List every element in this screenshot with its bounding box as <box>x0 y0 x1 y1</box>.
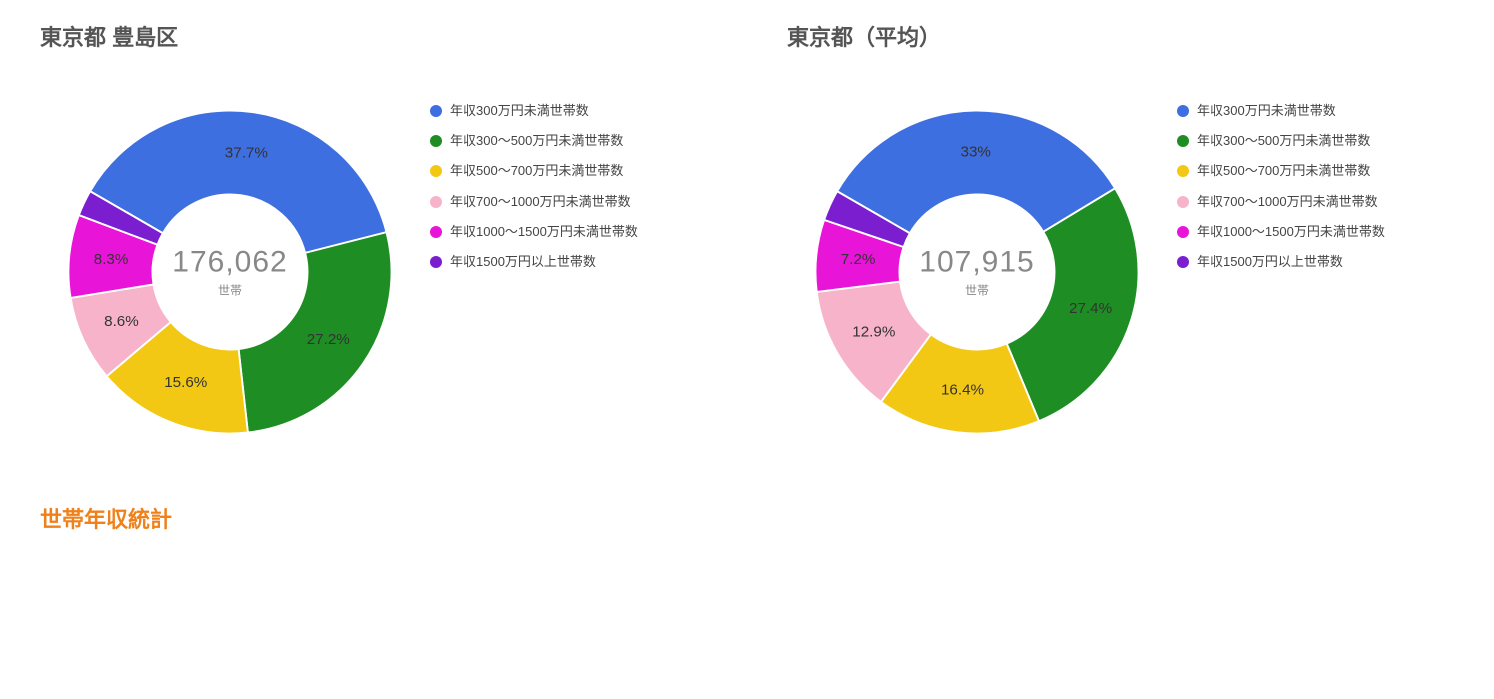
legend-label: 年収300万円未満世帯数 <box>450 102 589 120</box>
legend-dot-icon <box>1177 256 1189 268</box>
legend-label: 年収1000〜1500万円未満世帯数 <box>450 223 638 241</box>
legend-dot-icon <box>1177 105 1189 117</box>
slice-pct-label-0: 33% <box>961 144 991 161</box>
legend-dot-icon <box>1177 196 1189 208</box>
legend-dot-icon <box>430 256 442 268</box>
legend: 年収300万円未満世帯数年収300〜500万円未満世帯数年収500〜700万円未… <box>1177 82 1397 283</box>
slice-pct-label-3: 12.9% <box>852 323 895 340</box>
legend-item-3: 年収700〜1000万円未満世帯数 <box>430 193 650 211</box>
legend-label: 年収700〜1000万円未満世帯数 <box>1197 193 1378 211</box>
legend-item-1: 年収300〜500万円未満世帯数 <box>1177 132 1397 150</box>
legend-dot-icon <box>430 135 442 147</box>
legend-label: 年収300〜500万円未満世帯数 <box>450 132 623 150</box>
slice-pct-label-0: 37.7% <box>225 145 268 162</box>
legend-item-5: 年収1500万円以上世帯数 <box>430 253 650 271</box>
legend-dot-icon <box>430 105 442 117</box>
legend-label: 年収700〜1000万円未満世帯数 <box>450 193 631 211</box>
legend-item-0: 年収300万円未満世帯数 <box>1177 102 1397 120</box>
slice-pct-label-2: 15.6% <box>164 374 207 391</box>
donut-chart: 37.7%27.2%15.6%8.6%8.3%176,062世帯 <box>40 82 420 462</box>
legend-label: 年収300万円未満世帯数 <box>1197 102 1336 120</box>
footer-title: 世帯年収統計 <box>40 502 1454 534</box>
legend-item-1: 年収300〜500万円未満世帯数 <box>430 132 650 150</box>
legend-dot-icon <box>430 196 442 208</box>
charts-container: 東京都 豊島区37.7%27.2%15.6%8.6%8.3%176,062世帯年… <box>40 20 1454 462</box>
panel-title: 東京都（平均） <box>787 20 1454 52</box>
slice-pct-label-2: 16.4% <box>941 382 984 399</box>
legend-item-4: 年収1000〜1500万円未満世帯数 <box>1177 223 1397 241</box>
legend-item-5: 年収1500万円以上世帯数 <box>1177 253 1397 271</box>
chart-panel-0: 東京都 豊島区37.7%27.2%15.6%8.6%8.3%176,062世帯年… <box>40 20 707 462</box>
legend-dot-icon <box>1177 135 1189 147</box>
slice-pct-label-4: 7.2% <box>841 251 876 268</box>
donut-chart: 33%27.4%16.4%12.9%7.2%107,915世帯 <box>787 82 1167 462</box>
legend: 年収300万円未満世帯数年収300〜500万円未満世帯数年収500〜700万円未… <box>430 82 650 283</box>
legend-label: 年収500〜700万円未満世帯数 <box>450 162 623 180</box>
legend-dot-icon <box>430 226 442 238</box>
legend-item-2: 年収500〜700万円未満世帯数 <box>1177 162 1397 180</box>
slice-pct-label-3: 8.6% <box>104 313 139 330</box>
legend-item-3: 年収700〜1000万円未満世帯数 <box>1177 193 1397 211</box>
legend-dot-icon <box>430 165 442 177</box>
legend-label: 年収1500万円以上世帯数 <box>1197 253 1343 271</box>
legend-dot-icon <box>1177 165 1189 177</box>
chart-panel-1: 東京都（平均）33%27.4%16.4%12.9%7.2%107,915世帯年収… <box>787 20 1454 462</box>
legend-label: 年収1500万円以上世帯数 <box>450 253 596 271</box>
chart-row: 33%27.4%16.4%12.9%7.2%107,915世帯年収300万円未満… <box>787 82 1454 462</box>
slice-pct-label-1: 27.4% <box>1069 300 1112 317</box>
legend-item-4: 年収1000〜1500万円未満世帯数 <box>430 223 650 241</box>
legend-label: 年収300〜500万円未満世帯数 <box>1197 132 1370 150</box>
legend-dot-icon <box>1177 226 1189 238</box>
panel-title: 東京都 豊島区 <box>40 20 707 52</box>
slice-pct-label-4: 8.3% <box>94 251 129 268</box>
legend-label: 年収1000〜1500万円未満世帯数 <box>1197 223 1385 241</box>
legend-item-0: 年収300万円未満世帯数 <box>430 102 650 120</box>
chart-row: 37.7%27.2%15.6%8.6%8.3%176,062世帯年収300万円未… <box>40 82 707 462</box>
legend-item-2: 年収500〜700万円未満世帯数 <box>430 162 650 180</box>
legend-label: 年収500〜700万円未満世帯数 <box>1197 162 1370 180</box>
slice-pct-label-1: 27.2% <box>307 331 350 348</box>
